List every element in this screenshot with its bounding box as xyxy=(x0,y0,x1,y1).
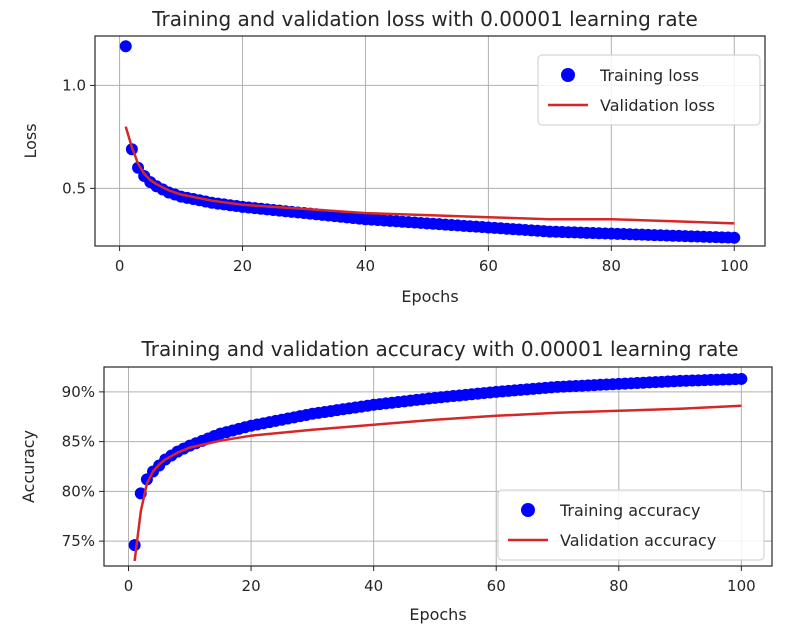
x-tick-label: 20 xyxy=(233,257,252,275)
x-tick-label: 60 xyxy=(487,577,506,595)
x-tick-label: 80 xyxy=(609,577,628,595)
legend-box xyxy=(497,489,765,561)
x-tick-label: 0 xyxy=(124,577,134,595)
series-line-1 xyxy=(133,404,742,562)
data-point xyxy=(735,372,748,385)
x-tick-label: 80 xyxy=(602,257,621,275)
axes-frame xyxy=(94,35,766,247)
legend-label: Training loss xyxy=(599,66,699,85)
legend-marker xyxy=(561,68,575,82)
x-axis-label: Epochs xyxy=(409,605,466,624)
y-tick-label: 0.5 xyxy=(62,179,86,197)
x-tick-label: 0 xyxy=(115,257,125,275)
legend-marker xyxy=(521,503,535,517)
x-tick-label: 20 xyxy=(242,577,261,595)
y-tick-label: 80% xyxy=(62,482,95,500)
data-point xyxy=(119,40,132,53)
legend: Training accuracy Validation accuracy xyxy=(497,489,765,561)
chart-title: Training and validation accuracy with 0.… xyxy=(140,337,738,361)
legend: Training loss Validation loss xyxy=(537,54,761,126)
data-point xyxy=(128,539,141,552)
y-axis-label: Loss xyxy=(21,123,40,158)
legend-box xyxy=(537,54,761,126)
legend-label: Validation loss xyxy=(600,96,715,115)
legend-label: Validation accuracy xyxy=(560,531,716,550)
x-tick-label: 60 xyxy=(479,257,498,275)
legend-label: Training accuracy xyxy=(559,501,700,520)
axes-frame xyxy=(103,366,773,567)
y-tick-label: 1.0 xyxy=(62,76,86,94)
chart-title: Training and validation loss with 0.0000… xyxy=(151,7,698,31)
plot-area xyxy=(128,372,748,562)
loss-chart: Training and validation loss with 0.0000… xyxy=(21,7,766,306)
plot-area xyxy=(119,40,741,244)
x-tick-label: 100 xyxy=(720,257,749,275)
x-tick-label: 40 xyxy=(356,257,375,275)
data-point xyxy=(728,231,741,244)
x-tick-label: 40 xyxy=(364,577,383,595)
y-axis-label: Accuracy xyxy=(19,430,38,503)
accuracy-chart: Training and validation accuracy with 0.… xyxy=(19,337,773,624)
x-tick-label: 100 xyxy=(727,577,756,595)
y-tick-label: 85% xyxy=(62,433,95,451)
series-line-1 xyxy=(124,126,735,225)
y-tick-label: 90% xyxy=(62,383,95,401)
x-axis-label: Epochs xyxy=(401,287,458,306)
y-tick-label: 75% xyxy=(62,532,95,550)
